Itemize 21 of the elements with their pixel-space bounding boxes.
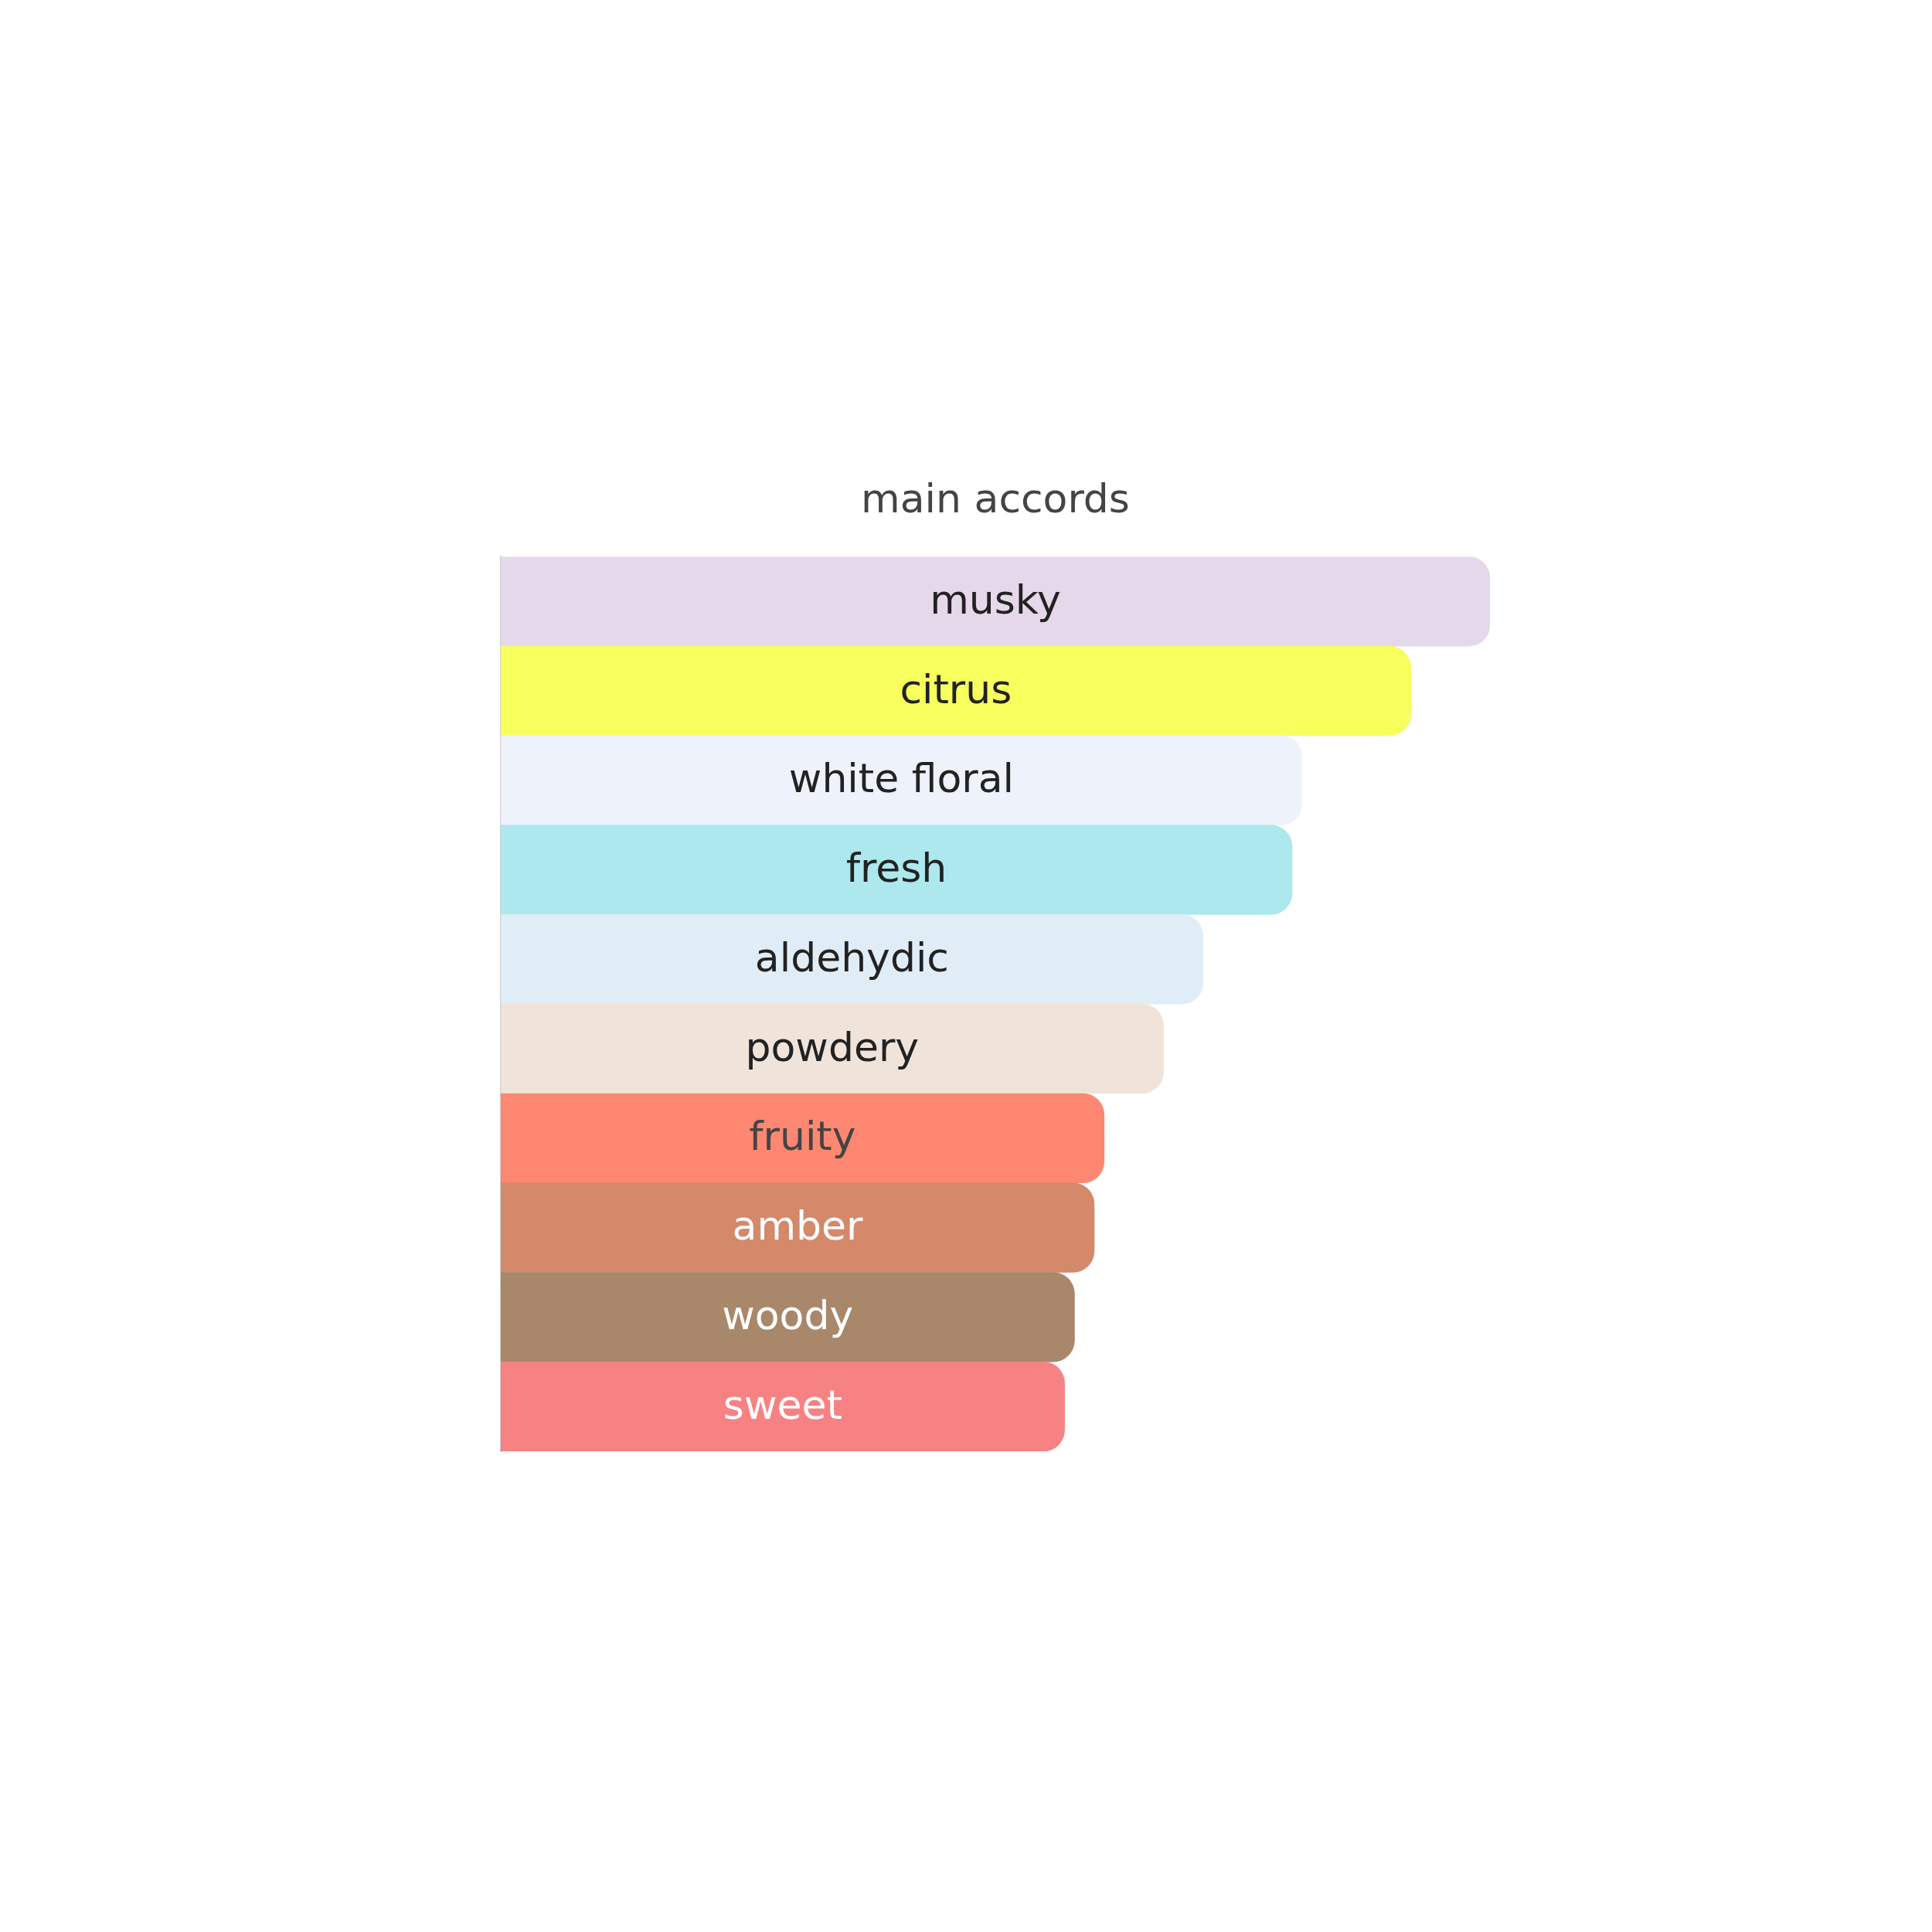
- y-tick-label: woody: [722, 1291, 854, 1338]
- y-tick-label: powdery: [745, 1023, 920, 1070]
- bar: [501, 825, 1293, 915]
- bar: [501, 735, 1303, 826]
- bar: [501, 1361, 1065, 1451]
- y-tick-label: citrus: [900, 665, 1012, 713]
- bar: [501, 1093, 1105, 1184]
- bar: [501, 1272, 1075, 1362]
- y-tick-label: fruity: [749, 1113, 856, 1160]
- bar: [501, 645, 1411, 736]
- y-tick-label: musky: [930, 576, 1061, 623]
- bar: [501, 914, 1204, 1005]
- y-tick-label: sweet: [723, 1381, 842, 1428]
- y-tick-label: amber: [732, 1202, 864, 1250]
- chart-title: main accords: [861, 474, 1130, 522]
- bar: [501, 1003, 1164, 1094]
- bar: [501, 556, 1490, 647]
- y-tick-label: fresh: [845, 845, 947, 892]
- y-tick-label: aldehydic: [754, 934, 949, 981]
- y-tick-label: white floral: [788, 755, 1014, 802]
- bar: [501, 1182, 1095, 1273]
